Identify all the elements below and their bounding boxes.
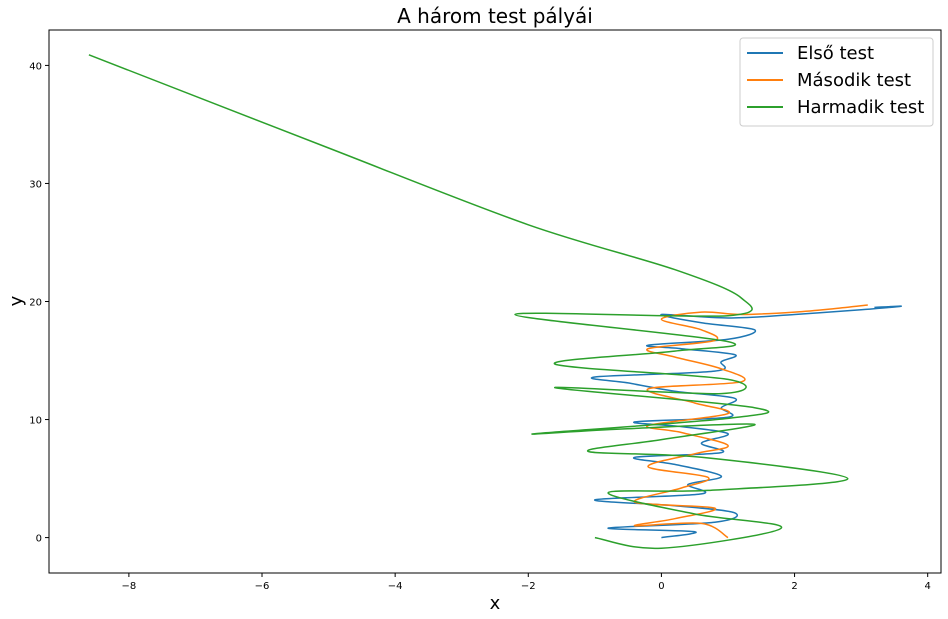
legend-label-3: Harmadik test [797, 97, 924, 118]
legend: Első test Második test Harmadik test [739, 37, 934, 127]
series-layer [88, 54, 902, 550]
x-tick-label: −2 [521, 581, 536, 592]
legend-label-2: Második test [797, 70, 911, 91]
y-tick-label: 10 [29, 416, 42, 427]
y-axis-label: y [6, 295, 27, 306]
legend-box [739, 37, 934, 127]
x-tick-label: 2 [791, 581, 797, 592]
legend-label-1: Első test [797, 43, 874, 64]
series-line-1 [590, 305, 902, 539]
x-axis-label: x [490, 593, 501, 614]
y-tick-label: 0 [36, 534, 42, 545]
series-line-3 [88, 54, 849, 550]
x-tick-label: −6 [255, 581, 270, 592]
x-axis: −8 −6 −4 −2 0 2 4 [122, 573, 931, 592]
chart-title: A három test pályái [397, 4, 593, 28]
y-tick-label: 40 [29, 61, 42, 72]
x-tick-label: 4 [924, 581, 930, 592]
x-tick-label: 0 [658, 581, 664, 592]
y-tick-label: 30 [29, 179, 42, 190]
x-tick-label: −4 [388, 581, 403, 592]
x-tick-label: −8 [122, 581, 137, 592]
y-axis: 0 10 20 30 40 [29, 61, 49, 545]
y-tick-label: 20 [29, 298, 42, 309]
